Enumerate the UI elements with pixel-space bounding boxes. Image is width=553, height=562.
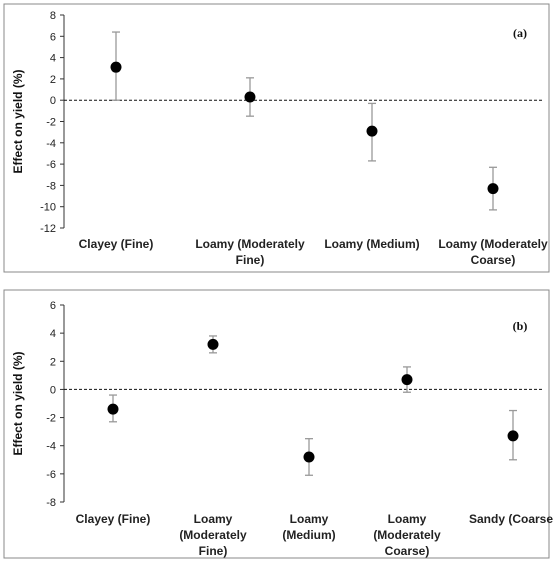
category-label-line: (Moderately	[179, 528, 247, 542]
y-tick-label: 0	[50, 95, 56, 107]
data-point	[507, 430, 519, 442]
y-tick-label: 4	[50, 53, 56, 65]
category-label-line: Fine)	[236, 253, 265, 267]
panel-label: (a)	[513, 26, 527, 40]
y-tick-label: 4	[50, 328, 56, 340]
category-label-line: Loamy	[388, 512, 427, 526]
category-label-line: Loamy	[194, 512, 233, 526]
panel-frame	[3, 3, 550, 273]
panel-frame	[3, 289, 550, 559]
category-label: Loamy (Medium)	[324, 237, 419, 251]
y-tick-label: -8	[46, 180, 56, 192]
category-label: Loamy (Moderately Coarse)	[373, 512, 441, 558]
category-label: Loamy (Moderately Fine)	[179, 512, 247, 558]
category-label-line: Coarse)	[471, 253, 516, 267]
category-label-line: Loamy	[290, 512, 329, 526]
y-tick-label: -4	[46, 441, 56, 453]
y-tick-label: -8	[46, 497, 56, 509]
data-point	[110, 61, 122, 73]
y-tick-label: -10	[40, 202, 56, 214]
y-tick-label: 6	[50, 300, 56, 312]
chart-panel-a: 8 6 4 2 0 -2 -4 -6 -8 -10 -12 Effect on yield (%) (a…	[3, 3, 550, 273]
category-label-line: Loamy (Medium)	[324, 237, 419, 251]
y-tick-label: -12	[40, 223, 56, 235]
category-label-line: (Moderately	[373, 528, 441, 542]
category-label: Sandy (Coarse)	[469, 512, 553, 526]
panel-label: (b)	[513, 319, 528, 333]
category-label-line: Fine)	[199, 544, 228, 558]
y-tick-label: -4	[46, 138, 56, 150]
category-label-line: Clayey (Fine)	[76, 512, 151, 526]
category-label: Loamy (Moderately Coarse)	[438, 237, 548, 267]
category-label-line: Sandy (Coarse)	[469, 512, 553, 526]
y-tick-label: 8	[50, 10, 56, 22]
category-label-line: (Medium)	[282, 528, 335, 542]
category-label: Clayey (Fine)	[79, 237, 154, 251]
y-tick-label: -2	[46, 117, 56, 129]
category-label: Clayey (Fine)	[76, 512, 151, 526]
y-axis-title: Effect on yield (%)	[11, 351, 25, 455]
category-label-line: Loamy (Moderately	[195, 237, 305, 251]
y-tick-label: -6	[46, 159, 56, 171]
data-point	[244, 91, 256, 103]
y-axis-title: Effect on yield (%)	[11, 69, 25, 173]
data-point	[207, 338, 219, 350]
category-label-line: Clayey (Fine)	[79, 237, 154, 251]
category-label-line: Coarse)	[385, 544, 430, 558]
y-tick-label: 2	[50, 74, 56, 86]
y-tick-label: -2	[46, 413, 56, 425]
y-tick-label: 2	[50, 356, 56, 368]
data-point	[303, 451, 315, 463]
data-point	[487, 183, 499, 195]
category-label: Loamy (Moderately Fine)	[195, 237, 305, 267]
category-label: Loamy (Medium)	[282, 512, 335, 542]
data-point	[401, 374, 413, 386]
y-tick-label: 0	[50, 384, 56, 396]
y-tick-label: -6	[46, 469, 56, 481]
data-point	[107, 403, 119, 415]
category-label-line: Loamy (Moderately	[438, 237, 548, 251]
chart-panel-b: 6 4 2 0 -2 -4 -6 -8 Effect on yield (%) (b) Clayey…	[3, 289, 553, 559]
y-tick-label: 6	[50, 31, 56, 43]
data-point	[366, 125, 378, 137]
